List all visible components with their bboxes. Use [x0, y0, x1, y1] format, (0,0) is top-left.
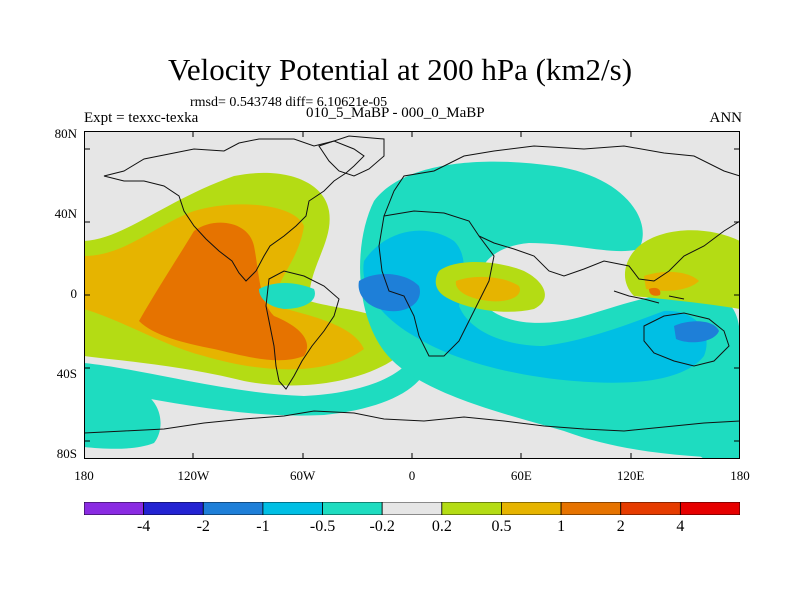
- colorbar-tick-label: 1: [557, 518, 566, 535]
- arabian-positive-05-region: [455, 276, 520, 302]
- latitude-label: 80S: [56, 446, 77, 461]
- experiment-label: Expt = texxc-texka: [84, 110, 199, 126]
- colorbar-box: [381, 502, 443, 515]
- australia-outline: [643, 312, 730, 367]
- colorbar-box: [620, 502, 681, 515]
- colorbar-tick-label: -2: [196, 518, 210, 535]
- colorbar-tick-label: 2: [616, 518, 625, 535]
- colorbar-box: [441, 502, 502, 515]
- map-title: Velocity Potential at 200 hPa (km2/s): [167, 52, 633, 87]
- colorbar-tick-label: -4: [136, 518, 151, 535]
- stats-text: rmsd= 0.543748 diff= 6.10621e-05: [190, 95, 388, 110]
- colorbar-box: [262, 502, 323, 515]
- north-america-outline: [103, 138, 365, 282]
- colorbar-tick-label: 0.5: [491, 518, 512, 535]
- continent-outlines: [84, 135, 740, 434]
- colorbar-box: [84, 502, 145, 515]
- colorbar-tick-label: 4: [676, 518, 685, 535]
- colorbar: [84, 502, 740, 515]
- latitude-label: 40S: [56, 366, 77, 381]
- west-pacific-positive-05-region: [644, 271, 699, 291]
- longitude-label: 0: [408, 468, 416, 483]
- eurasia-negative-region: [360, 161, 740, 459]
- colorbar-box: [679, 502, 740, 515]
- indonesia-outline: [613, 290, 685, 304]
- pacific-positive-1-region: [139, 222, 308, 361]
- contour-map: [84, 131, 740, 459]
- south-atlantic-negative-band: [84, 353, 429, 416]
- latitude-label: 0: [70, 286, 78, 301]
- eurasia-outline: [383, 145, 740, 282]
- longitude-label: 60W: [290, 468, 316, 483]
- australia-negative-core: [674, 321, 719, 343]
- colorbar-tick-label: -1: [256, 518, 270, 535]
- longitude-label: 120W: [177, 468, 210, 483]
- longitude-label: 120E: [616, 468, 645, 483]
- latitude-label: 80N: [54, 126, 77, 141]
- greenland-outline: [318, 135, 385, 177]
- west-pacific-positive-1-region: [649, 287, 661, 296]
- colorbar-box: [202, 502, 264, 515]
- colorbar-tick-label: -0.2: [369, 518, 395, 535]
- colorbar-box: [143, 502, 204, 515]
- africa-outline: [378, 210, 495, 357]
- colorbar-box: [501, 502, 562, 515]
- colorbar-box: [322, 502, 383, 515]
- latitude-label: 40N: [54, 206, 77, 221]
- north-atlantic-negative-strip: [259, 283, 315, 309]
- map-ticks: [84, 131, 740, 459]
- south-america-outline: [265, 270, 340, 390]
- longitude-label: 180: [74, 468, 94, 483]
- longitude-label: 180: [730, 468, 750, 483]
- longitude-label: 60E: [510, 468, 532, 483]
- season-label: ANN: [709, 110, 743, 126]
- atlantic-negative-core: [358, 274, 420, 312]
- antarctica-outline: [84, 410, 740, 434]
- colorbar-tick-label: -0.5: [309, 518, 336, 535]
- colorbar-box: [560, 502, 622, 515]
- colorbar-tick-label: 0.2: [431, 518, 452, 535]
- antarctic-negative-region: [688, 406, 740, 459]
- comparison-label: 010_5_MaBP - 000_0_MaBP: [306, 105, 485, 121]
